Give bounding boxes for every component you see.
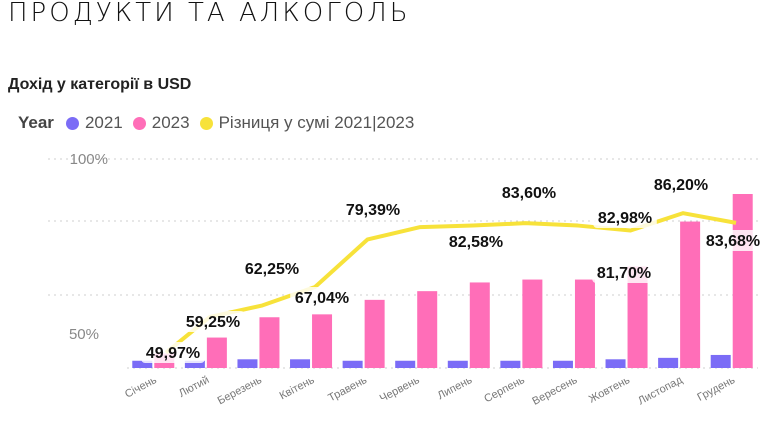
bar-2021 <box>447 360 468 368</box>
bar-2021 <box>290 359 311 368</box>
data-label-bg <box>701 230 765 251</box>
x-tick-label: Листопад <box>636 374 685 408</box>
bar-2023 <box>627 266 648 368</box>
x-tick-label: Вересень <box>530 374 579 408</box>
legend-item-2023[interactable]: 2023 <box>132 113 190 133</box>
y-tick-label: 100% <box>70 151 108 168</box>
legend-title: Year <box>18 113 54 132</box>
bar-2023 <box>206 337 227 368</box>
data-label-bg <box>497 182 561 203</box>
data-label-bg <box>181 311 245 332</box>
data-label: 82,98% <box>598 210 652 227</box>
data-label: 67,04% <box>295 290 349 307</box>
legend-marker-2021 <box>65 116 79 130</box>
bar-2021 <box>184 360 205 368</box>
bar-2023 <box>259 317 280 368</box>
data-label-bg <box>141 342 205 363</box>
bar-2023 <box>574 279 595 368</box>
data-label: 49,97% <box>146 345 200 362</box>
bar-2021 <box>395 360 416 368</box>
data-label: 62,25% <box>245 261 299 278</box>
bar-2021 <box>658 357 679 368</box>
x-tick-label: Квітень <box>278 374 317 402</box>
bar-2023 <box>417 291 438 368</box>
x-tick-label: Березень <box>216 374 264 407</box>
data-label: 83,60% <box>502 185 556 202</box>
data-label-bg <box>341 199 405 220</box>
chart-legend: Year 2021 2023 Різниця у сумі 2021|2023 <box>18 113 424 133</box>
x-tick-label: Жовтень <box>587 374 632 406</box>
bar-2023 <box>680 221 701 368</box>
bar-2023 <box>522 279 543 368</box>
x-tick-label: Лютий <box>177 374 211 400</box>
data-label-bg <box>592 262 656 283</box>
data-label: 81,70% <box>597 265 651 282</box>
legend-label-2023: 2023 <box>151 113 190 132</box>
bar-2023 <box>469 282 490 368</box>
page-title: ПРОДУКТИ ТА АЛКОГОЛЬ <box>8 0 411 28</box>
bar-2023 <box>312 314 333 368</box>
legend-marker-difference <box>199 116 213 130</box>
bar-2021 <box>552 360 573 368</box>
x-tick-label: Травень <box>326 374 369 404</box>
chart-title: Дохід у категорії в USD <box>8 76 192 93</box>
data-label: 82,58% <box>449 234 503 251</box>
x-tick-label: Серпень <box>482 374 527 405</box>
data-label: 59,25% <box>186 314 240 331</box>
x-tick-label: Червень <box>378 374 422 405</box>
bar-2021 <box>710 354 731 368</box>
legend-item-2021[interactable]: 2021 <box>65 113 123 133</box>
x-tick-label: Липень <box>436 374 475 402</box>
bar-2023 <box>364 299 385 368</box>
legend-item-difference[interactable]: Різниця у сумі 2021|2023 <box>199 113 415 133</box>
data-label: 83,68% <box>706 233 760 250</box>
y-tick-label: 50% <box>69 326 99 343</box>
bar-2021 <box>500 360 521 368</box>
legend-label-2021: 2021 <box>84 113 123 132</box>
legend-marker-2023 <box>132 116 146 130</box>
data-label: 79,39% <box>346 202 400 219</box>
bar-2021 <box>237 359 258 368</box>
bar-2021 <box>342 360 363 368</box>
x-tick-label: Січень <box>123 374 159 401</box>
data-label-bg <box>593 207 657 228</box>
bar-2021 <box>132 360 153 368</box>
data-label-bg <box>240 258 304 279</box>
bar-2021 <box>605 359 626 368</box>
data-label: 86,20% <box>654 177 708 194</box>
data-label-bg <box>444 231 508 252</box>
bar-2023 <box>732 194 753 368</box>
legend-label-difference: Різниця у сумі 2021|2023 <box>218 113 415 132</box>
data-label-bg <box>290 287 354 308</box>
data-label-bg <box>649 174 713 195</box>
x-tick-label: Грудень <box>695 374 737 404</box>
